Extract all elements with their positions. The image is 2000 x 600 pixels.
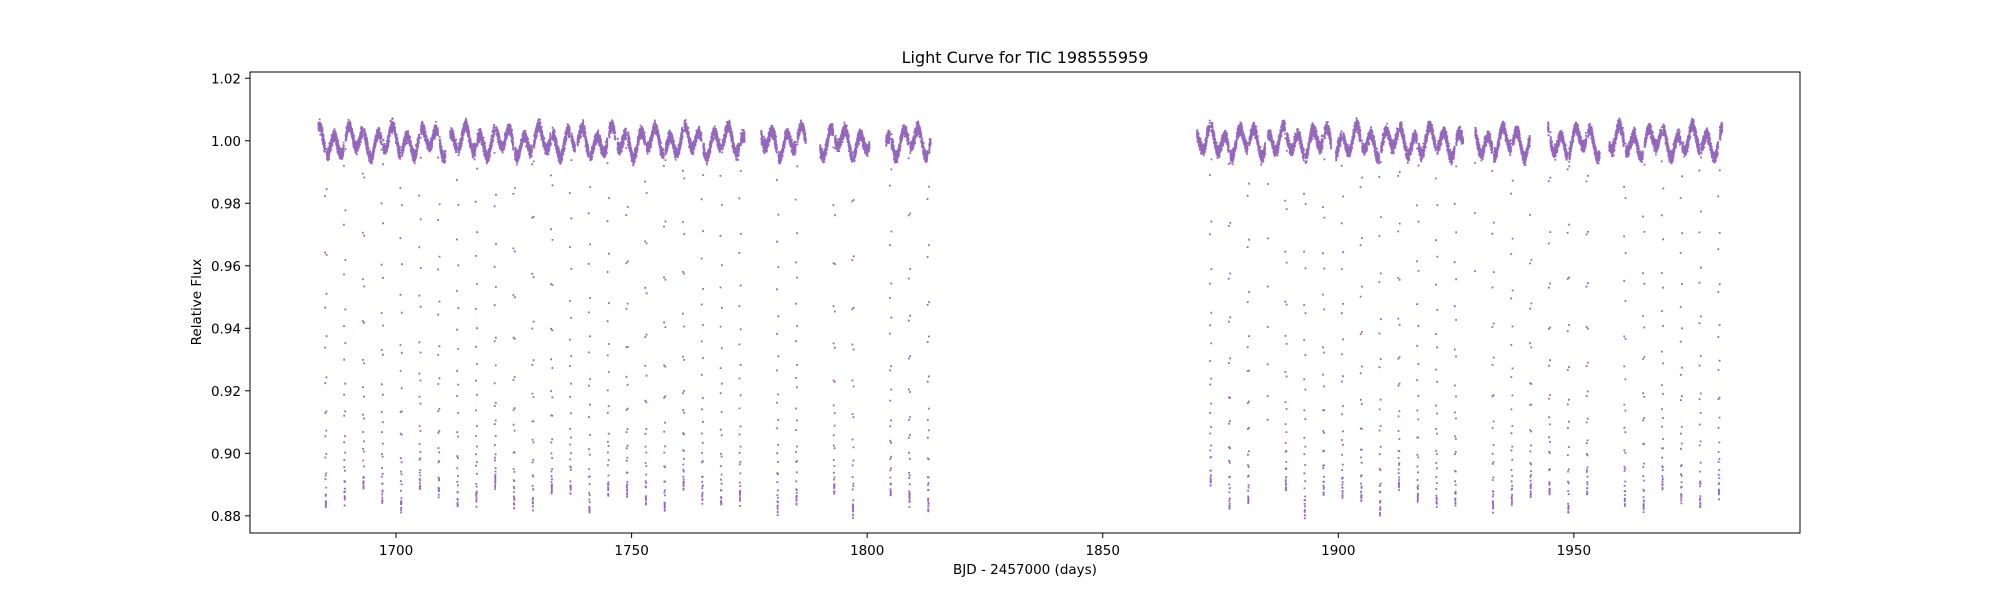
x-axis-label: BJD - 2457000 (days) bbox=[953, 562, 1097, 578]
x-tick-label: 1950 bbox=[1557, 543, 1591, 559]
x-tick-label: 1850 bbox=[1086, 543, 1120, 559]
y-tick-label: 0.94 bbox=[211, 321, 241, 337]
x-tick-label: 1900 bbox=[1321, 543, 1355, 559]
x-axis-ticks: 1700 1750 1800 1850 1900 1950 bbox=[379, 533, 1591, 559]
y-tick-label: 1.00 bbox=[211, 134, 241, 150]
y-axis-ticks: 0.88 0.90 0.92 0.94 0.96 0.98 1.00 1.02 bbox=[211, 71, 250, 525]
chart-title: Light Curve for TIC 198555959 bbox=[902, 48, 1149, 67]
y-axis-label: Relative Flux bbox=[189, 259, 205, 346]
y-tick-label: 1.02 bbox=[211, 71, 241, 87]
x-tick-label: 1750 bbox=[614, 543, 648, 559]
plot-area-frame bbox=[249, 71, 1801, 534]
y-tick-label: 0.98 bbox=[211, 196, 241, 212]
x-tick-label: 1800 bbox=[850, 543, 884, 559]
x-tick-label: 1700 bbox=[379, 543, 413, 559]
y-tick-label: 0.92 bbox=[211, 384, 241, 400]
y-tick-label: 0.88 bbox=[211, 509, 241, 525]
y-tick-label: 0.96 bbox=[211, 259, 241, 275]
y-tick-label: 0.90 bbox=[211, 446, 241, 462]
